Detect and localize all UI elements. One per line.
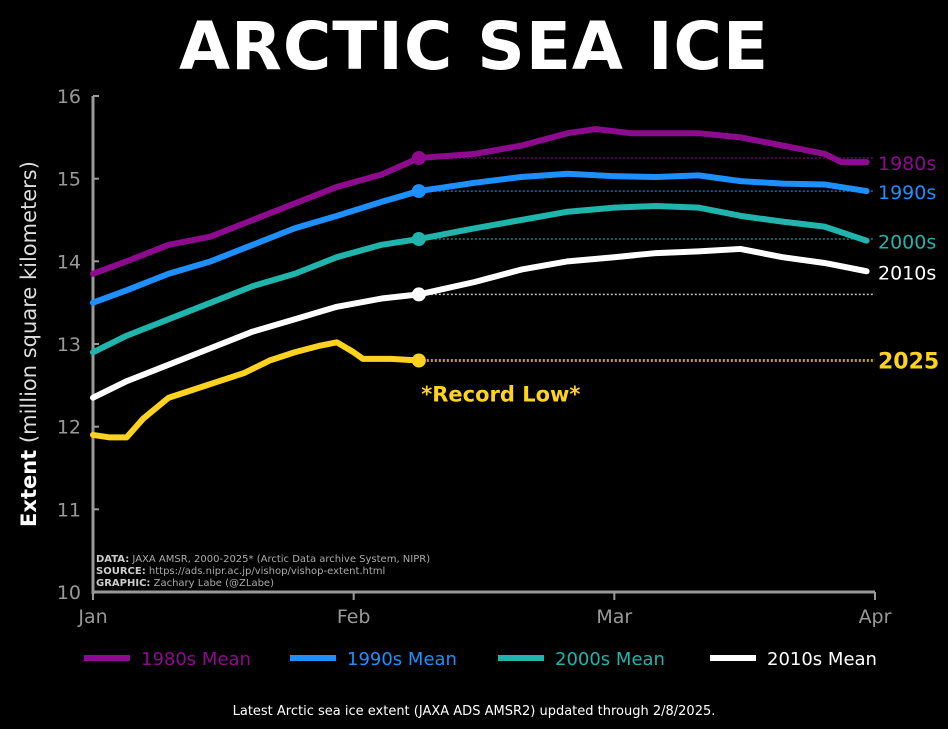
series-line	[90, 245, 870, 401]
y-tick-label: 10	[57, 582, 81, 604]
latest-point	[411, 184, 426, 199]
y-tick-label: 12	[57, 417, 81, 439]
legend-label: 1990s Mean	[347, 649, 457, 670]
y-tick-label: 15	[57, 169, 81, 191]
footer-note: Latest Arctic sea ice extent (JAXA ADS A…	[232, 704, 716, 719]
credit-source: SOURCE: https://ads.nipr.ac.jp/vishop/vi…	[96, 566, 385, 577]
series-end-label: 2010s	[878, 262, 936, 284]
y-tick-label: 14	[57, 251, 81, 273]
record-low-annotation: *Record Low*	[421, 383, 580, 407]
latest-point	[411, 353, 426, 368]
x-tick-label: Apr	[859, 606, 892, 628]
series-end-label: 1980s	[878, 153, 936, 175]
legend-label: 1980s Mean	[141, 649, 251, 670]
y-tick-label: 13	[57, 334, 81, 356]
x-tick-label: Mar	[596, 606, 632, 628]
series-end-label: 2000s	[878, 232, 936, 254]
credit-data: DATA: JAXA AMSR, 2000-2025* (Arctic Data…	[96, 554, 430, 565]
legend-label: 2010s Mean	[767, 649, 877, 670]
series-line	[90, 170, 870, 306]
latest-point	[411, 287, 426, 302]
series-line	[90, 202, 870, 356]
series-line	[90, 339, 422, 441]
latest-point	[411, 232, 426, 247]
series-line	[90, 126, 870, 277]
series-end-label: 2025	[878, 350, 939, 375]
y-tick-label: 16	[57, 86, 81, 108]
latest-point	[411, 151, 426, 165]
y-tick-label: 11	[57, 499, 81, 521]
x-tick-label: Jan	[77, 606, 107, 628]
chart-title: ARCTIC SEA ICE	[178, 8, 770, 85]
legend-label: 2000s Mean	[555, 649, 665, 670]
series-end-label: 1990s	[878, 182, 936, 204]
credit-graphic: GRAPHIC: Zachary Labe (@ZLabe)	[96, 578, 274, 589]
x-tick-label: Feb	[337, 606, 371, 628]
y-axis-label: Extent (million square kilometers)	[17, 161, 41, 527]
